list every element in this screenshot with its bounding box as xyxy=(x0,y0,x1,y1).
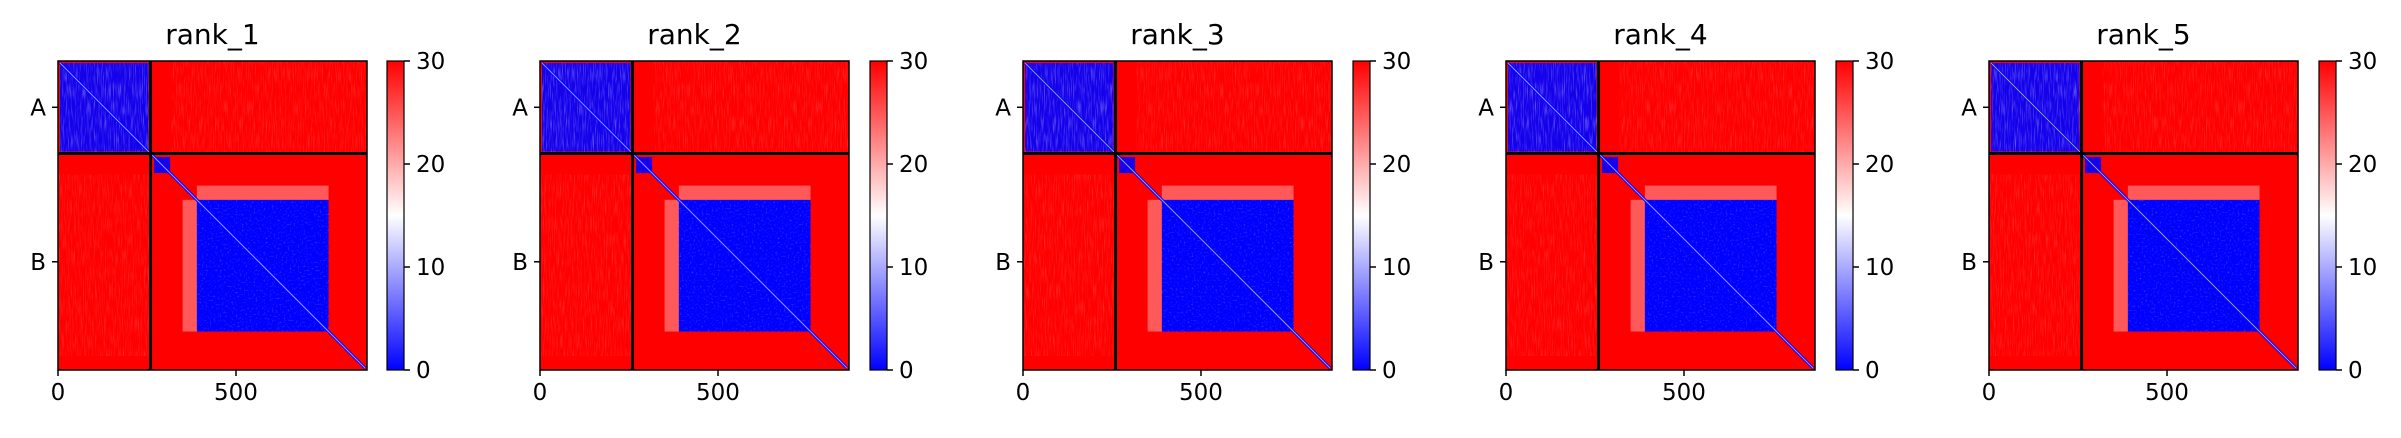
colorbar-frame xyxy=(869,60,888,371)
colorbar xyxy=(1836,61,1853,370)
heatmap-panel-2: rank_2 A B 0 500 0 10 20 30 xyxy=(512,18,928,406)
colorbar-tick-label: 10 xyxy=(1865,255,1894,281)
x-tick-label: 500 xyxy=(214,380,258,406)
offdiag-striping-top xyxy=(1136,61,1332,154)
colorbar-tick-label: 20 xyxy=(899,152,928,178)
colorbar xyxy=(1353,61,1370,370)
colorbar xyxy=(2319,61,2336,370)
x-tick-label: 500 xyxy=(696,380,740,406)
diagonal-highlight xyxy=(1507,62,1814,369)
diagonal-highlight xyxy=(1990,62,2297,369)
row-tick-label: B xyxy=(30,250,46,276)
row-tick-label: A xyxy=(512,95,528,121)
colorbar-frame xyxy=(2318,60,2337,371)
offdiag-striping-left xyxy=(540,174,633,356)
panel-title: rank_4 xyxy=(1613,18,1707,51)
colorbar-tick-label: 10 xyxy=(899,255,928,281)
colorbar-tick-label: 20 xyxy=(1865,152,1894,178)
diagonal-highlight xyxy=(541,62,848,369)
row-tick-label: B xyxy=(1961,250,1977,276)
colorbar-tick-label: 10 xyxy=(2348,255,2377,281)
colorbar-frame xyxy=(386,60,405,371)
colorbar-tick-label: 10 xyxy=(1382,255,1411,281)
colorbar xyxy=(870,61,887,370)
colorbar-tick-label: 10 xyxy=(416,255,445,281)
row-tick-label: A xyxy=(995,95,1011,121)
chain-b-halo-left xyxy=(1630,199,1645,332)
row-tick-label: A xyxy=(1961,95,1977,121)
panel-title: rank_5 xyxy=(2096,18,2190,51)
heatmap-panel-4: rank_4 A B 0 500 0 10 20 30 xyxy=(1478,18,1894,406)
row-tick-label: B xyxy=(1478,250,1494,276)
diagonal-highlight xyxy=(1024,62,1331,369)
chain-b-halo-top xyxy=(1644,185,1777,200)
colorbar-tick-label: 0 xyxy=(1865,358,1880,384)
diagonal-highlight xyxy=(59,62,366,369)
x-tick-label: 500 xyxy=(2145,380,2189,406)
chain-b-halo-top xyxy=(1161,185,1294,200)
row-tick-label: B xyxy=(995,250,1011,276)
heatmap-frame xyxy=(57,60,368,371)
offdiag-striping-left xyxy=(1506,174,1599,356)
chain-b-halo-left xyxy=(182,199,197,332)
row-tick-label: B xyxy=(512,250,528,276)
offdiag-striping-left xyxy=(1989,174,2082,356)
colorbar-tick-label: 20 xyxy=(1382,152,1411,178)
offdiag-striping-left xyxy=(1023,174,1116,356)
row-tick-label: A xyxy=(30,95,46,121)
colorbar-tick-label: 30 xyxy=(1382,49,1411,75)
offdiag-striping-top xyxy=(653,61,849,154)
offdiag-striping-top xyxy=(1619,61,1815,154)
chain-b-halo-top xyxy=(2127,185,2260,200)
colorbar-tick-label: 30 xyxy=(899,49,928,75)
colorbar-tick-label: 30 xyxy=(416,49,445,75)
panel-title: rank_3 xyxy=(1130,18,1224,51)
chain-b-halo-top xyxy=(196,185,329,200)
heatmap-panel-1: rank_1 A B 0 500 0 10 20 30 xyxy=(30,18,445,406)
chain-b-halo-top xyxy=(678,185,811,200)
colorbar-tick-label: 20 xyxy=(416,152,445,178)
colorbar xyxy=(387,61,404,370)
panel-title: rank_1 xyxy=(165,18,259,51)
colorbar-tick-label: 0 xyxy=(899,358,914,384)
heatmap-frame xyxy=(1022,60,1333,371)
x-tick-label: 0 xyxy=(1016,380,1031,406)
chain-b-halo-left xyxy=(1147,199,1162,332)
row-tick-label: A xyxy=(1478,95,1494,121)
x-tick-label: 0 xyxy=(533,380,548,406)
offdiag-striping-left xyxy=(58,174,151,356)
offdiag-striping-top xyxy=(171,61,367,154)
x-tick-label: 0 xyxy=(1499,380,1514,406)
heatmap-frame xyxy=(539,60,850,371)
panel-title: rank_2 xyxy=(647,18,741,51)
heatmap-panel-5: rank_5 A B 0 500 0 10 20 30 xyxy=(1961,18,2377,406)
colorbar-frame xyxy=(1835,60,1854,371)
offdiag-striping-top xyxy=(2102,61,2298,154)
chain-b-halo-left xyxy=(664,199,679,332)
colorbar-tick-label: 20 xyxy=(2348,152,2377,178)
x-tick-label: 500 xyxy=(1662,380,1706,406)
heatmap-panel-3: rank_3 A B 0 500 0 10 20 30 xyxy=(995,18,1411,406)
heatmap-frame xyxy=(1505,60,1816,371)
x-tick-label: 0 xyxy=(51,380,66,406)
colorbar-tick-label: 30 xyxy=(2348,49,2377,75)
x-tick-label: 500 xyxy=(1179,380,1223,406)
heatmap-frame xyxy=(1988,60,2299,371)
chain-b-halo-left xyxy=(2113,199,2128,332)
colorbar-tick-label: 0 xyxy=(416,358,431,384)
colorbar-frame xyxy=(1352,60,1371,371)
x-tick-label: 0 xyxy=(1982,380,1997,406)
colorbar-tick-label: 30 xyxy=(1865,49,1894,75)
colorbar-tick-label: 0 xyxy=(2348,358,2363,384)
colorbar-tick-label: 0 xyxy=(1382,358,1397,384)
